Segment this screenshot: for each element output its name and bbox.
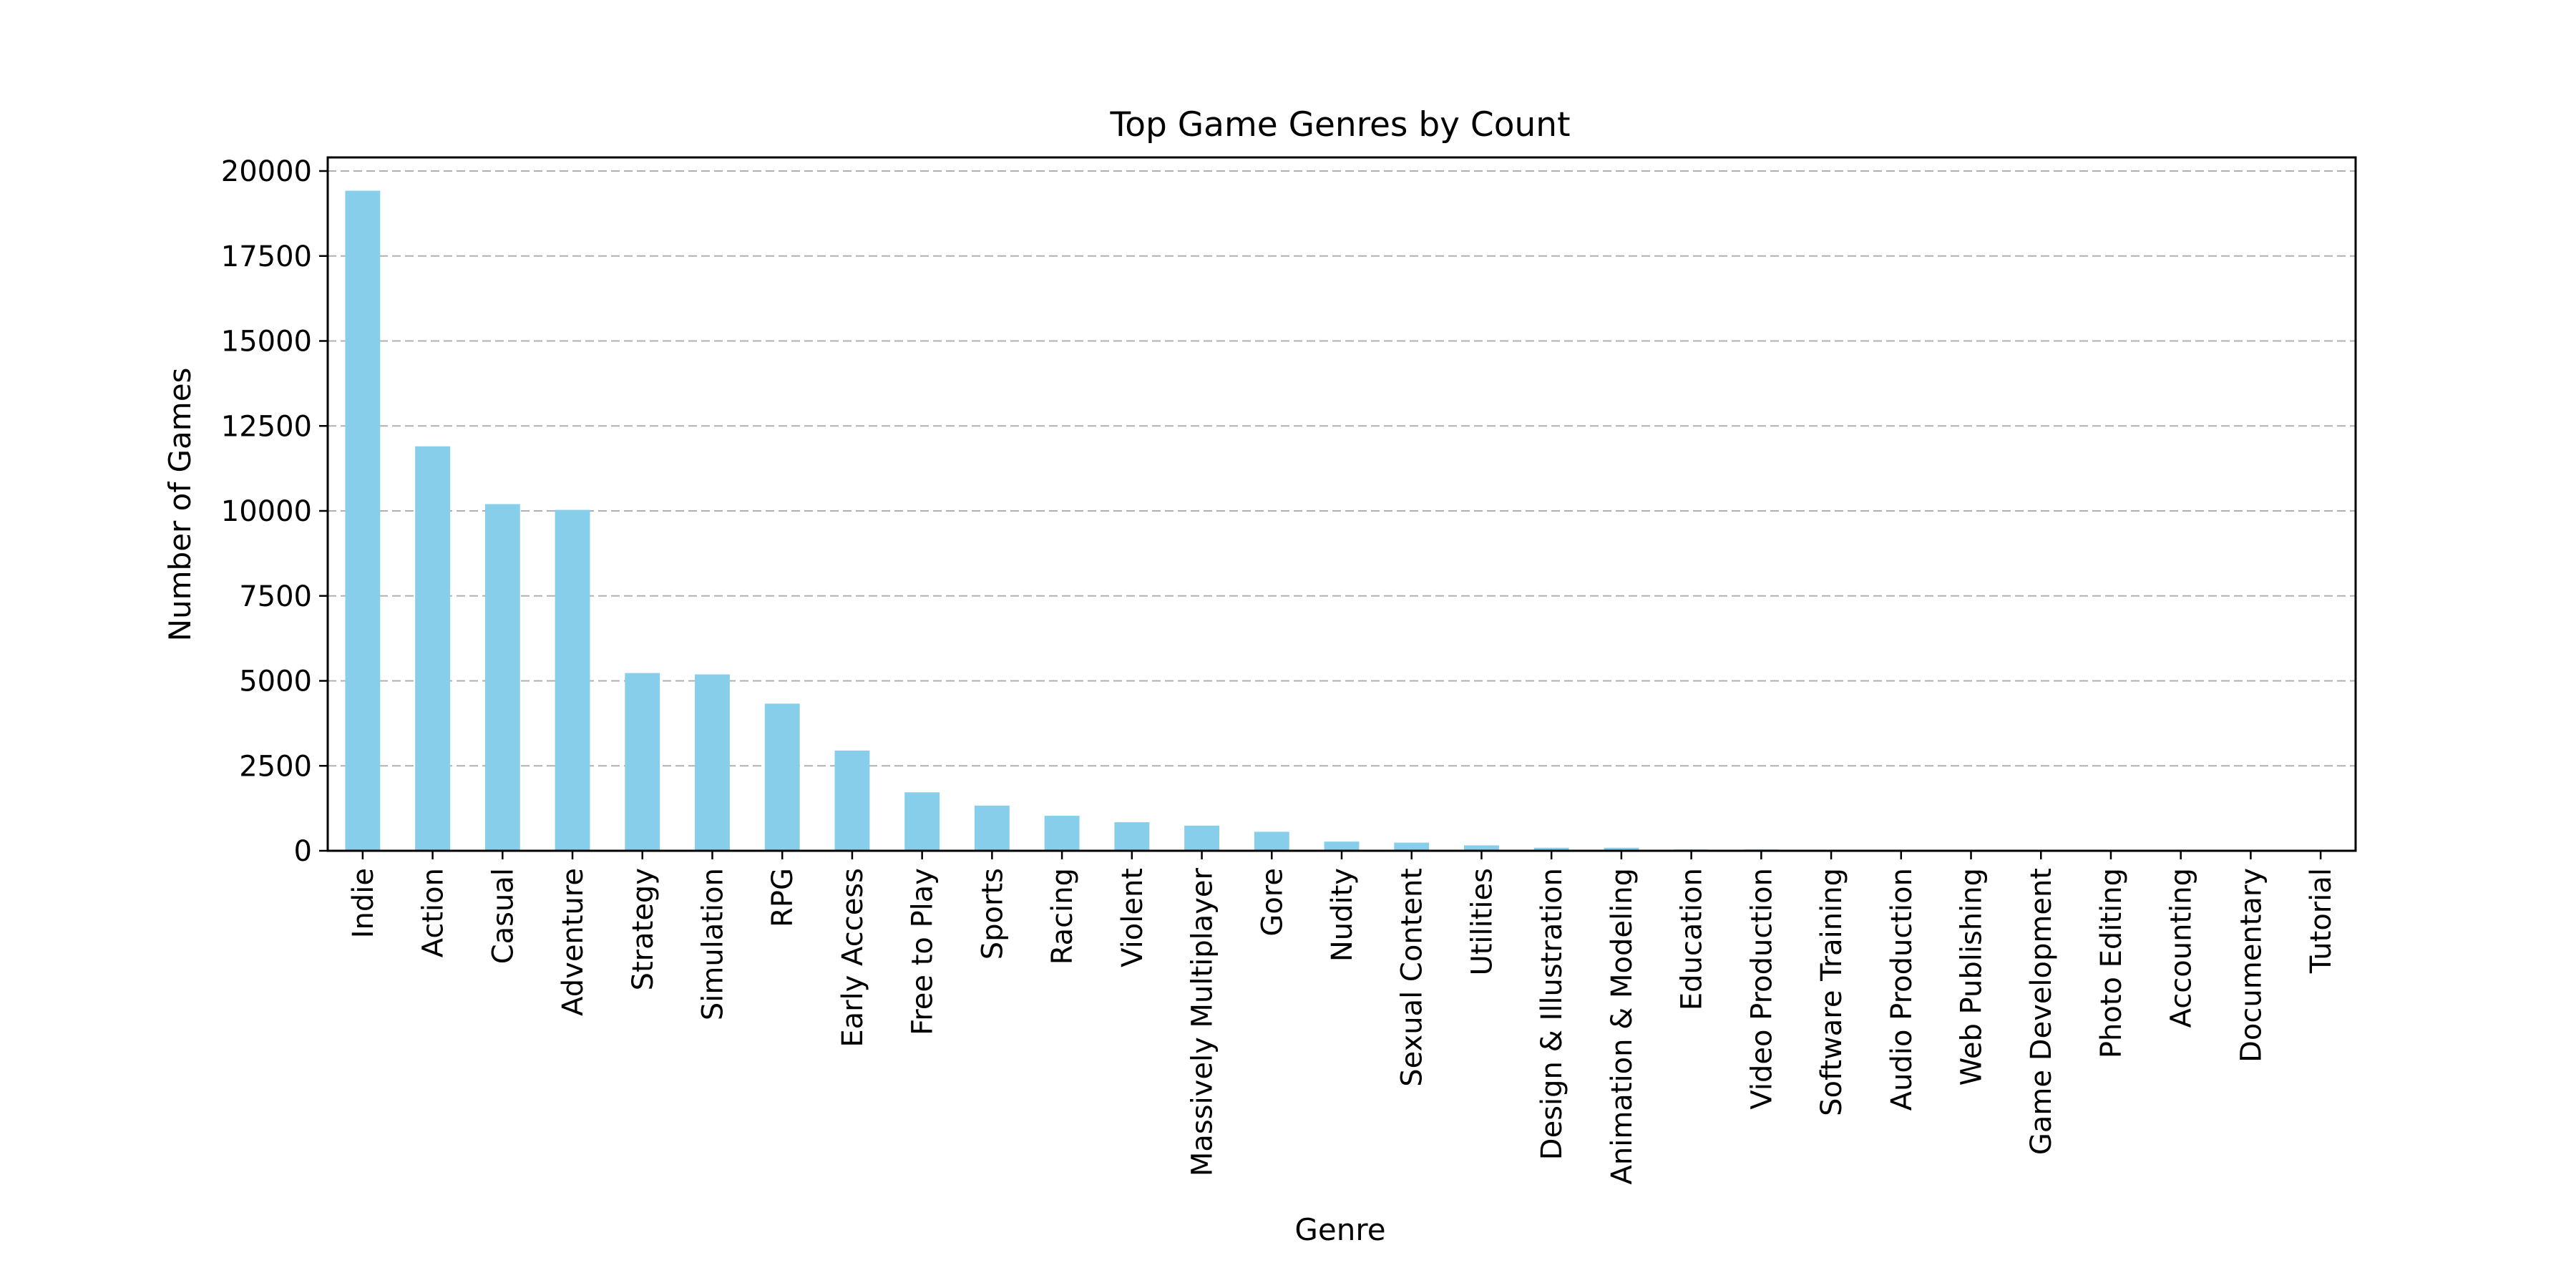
x-tick-label: Simulation [696, 868, 729, 1020]
bar [1464, 845, 1499, 851]
x-tick-label: Strategy [627, 868, 660, 990]
bar [904, 792, 940, 851]
x-tick-label: Tutorial [2305, 868, 2338, 974]
x-tick-label: Education [1676, 868, 1709, 1010]
x-tick-label: Casual [487, 868, 519, 964]
x-tick-label: Video Production [1745, 868, 1778, 1110]
chart-title: Top Game Genres by Count [1109, 105, 1570, 145]
x-tick-label: Gore [1256, 868, 1289, 937]
gridlines [328, 170, 2356, 852]
bar [415, 446, 451, 851]
y-axis-ticks: 0 2500 5000 7500 10000 12500 15000 17500 20000 [221, 155, 328, 868]
bar [555, 509, 590, 851]
bar [1114, 822, 1150, 851]
bar [1394, 842, 1430, 851]
x-tick-label: Massively Multiplayer [1186, 867, 1219, 1176]
bar [764, 703, 800, 851]
x-axis-ticks: Indie Action Casual Adventure Strategy Simula… [347, 851, 2338, 1185]
y-tick-label: 0 [294, 835, 312, 868]
bar [625, 673, 660, 851]
x-tick-label: Design & Illustration [1536, 868, 1568, 1160]
y-tick-label: 12500 [221, 410, 312, 443]
bar [345, 190, 381, 851]
x-tick-label: Audio Production [1885, 868, 1918, 1111]
y-tick-label: 10000 [221, 495, 312, 528]
bars [345, 190, 2338, 851]
x-tick-label: Racing [1046, 868, 1079, 965]
bar [1324, 841, 1360, 851]
bar [1604, 847, 1639, 851]
x-tick-label: Nudity [1326, 868, 1359, 962]
y-axis-label: Number of Games [162, 368, 197, 642]
x-tick-label: Sexual Content [1396, 868, 1429, 1087]
x-tick-label: Sports [976, 868, 1009, 960]
x-tick-label: Documentary [2235, 868, 2268, 1063]
bar [1254, 831, 1289, 851]
y-tick-label: 7500 [239, 580, 312, 613]
y-tick-label: 17500 [221, 240, 312, 273]
x-tick-label: Accounting [2165, 868, 2198, 1028]
bar [1184, 825, 1219, 851]
bar [974, 805, 1010, 851]
x-tick-label: Action [417, 868, 450, 957]
y-tick-label: 15000 [221, 326, 312, 358]
x-tick-label: Early Access [836, 868, 869, 1048]
y-tick-label: 5000 [239, 665, 312, 698]
x-tick-label: RPG [766, 868, 799, 927]
bar [1044, 816, 1080, 851]
x-tick-label: Free to Play [907, 868, 940, 1035]
bar [695, 674, 730, 851]
x-tick-label: Game Development [2025, 868, 2058, 1155]
x-tick-label: Photo Editing [2095, 868, 2128, 1058]
x-tick-label: Adventure [557, 868, 590, 1016]
bar [834, 750, 870, 851]
y-tick-label: 20000 [221, 155, 312, 188]
y-tick-label: 2500 [239, 750, 312, 783]
bar [1533, 847, 1569, 851]
x-tick-label: Violent [1116, 868, 1149, 967]
x-axis-label: Genre [1294, 1212, 1385, 1247]
bar [484, 504, 520, 851]
x-tick-label: Indie [347, 868, 380, 938]
x-tick-label: Software Training [1815, 868, 1848, 1116]
x-tick-label: Web Publishing [1956, 868, 1989, 1085]
x-tick-label: Animation & Modeling [1606, 868, 1639, 1185]
x-tick-label: Utilities [1465, 868, 1498, 976]
